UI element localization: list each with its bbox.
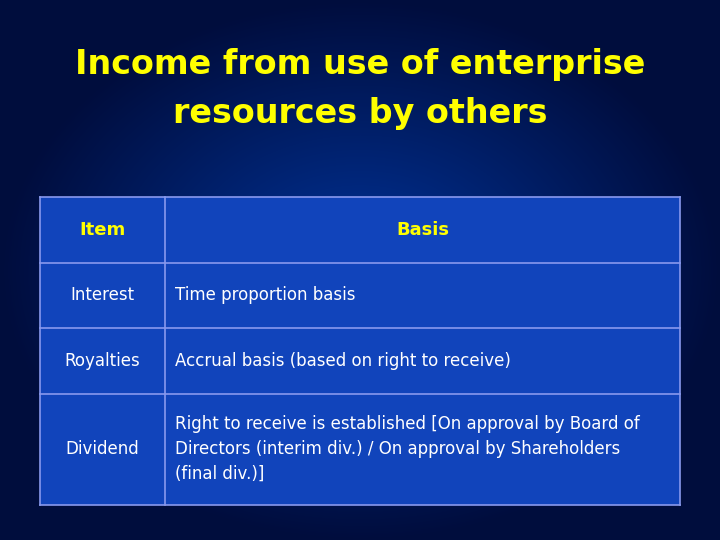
Text: Right to receive is established [On approval by Board of
Directors (interim div.: Right to receive is established [On appr… — [176, 415, 640, 483]
Text: Income from use of enterprise: Income from use of enterprise — [75, 48, 645, 82]
Bar — [40, 197, 680, 505]
Text: Dividend: Dividend — [66, 440, 139, 458]
Text: Basis: Basis — [396, 221, 449, 239]
Text: Item: Item — [79, 221, 125, 239]
Text: Interest: Interest — [70, 286, 134, 305]
Text: Accrual basis (based on right to receive): Accrual basis (based on right to receive… — [176, 352, 511, 370]
Text: resources by others: resources by others — [173, 97, 547, 130]
Text: Royalties: Royalties — [64, 352, 140, 370]
Text: Time proportion basis: Time proportion basis — [176, 286, 356, 305]
